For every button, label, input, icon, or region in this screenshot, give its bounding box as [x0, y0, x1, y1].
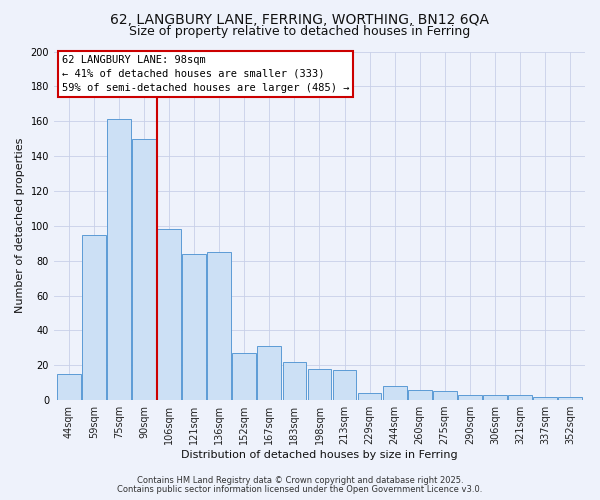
Bar	[483, 395, 507, 400]
Bar	[57, 374, 81, 400]
Bar	[283, 362, 307, 400]
Bar	[182, 254, 206, 400]
Y-axis label: Number of detached properties: Number of detached properties	[15, 138, 25, 314]
Bar	[408, 390, 431, 400]
X-axis label: Distribution of detached houses by size in Ferring: Distribution of detached houses by size …	[181, 450, 458, 460]
Bar	[132, 138, 156, 400]
Bar	[458, 395, 482, 400]
Bar	[558, 396, 582, 400]
Text: Size of property relative to detached houses in Ferring: Size of property relative to detached ho…	[130, 25, 470, 38]
Bar	[332, 370, 356, 400]
Bar	[308, 368, 331, 400]
Bar	[257, 346, 281, 400]
Bar	[107, 120, 131, 400]
Bar	[232, 353, 256, 400]
Bar	[433, 392, 457, 400]
Bar	[358, 393, 382, 400]
Bar	[157, 230, 181, 400]
Bar	[533, 396, 557, 400]
Bar	[82, 234, 106, 400]
Text: 62 LANGBURY LANE: 98sqm
← 41% of detached houses are smaller (333)
59% of semi-d: 62 LANGBURY LANE: 98sqm ← 41% of detache…	[62, 55, 349, 93]
Text: Contains HM Land Registry data © Crown copyright and database right 2025.: Contains HM Land Registry data © Crown c…	[137, 476, 463, 485]
Bar	[208, 252, 231, 400]
Bar	[508, 395, 532, 400]
Text: Contains public sector information licensed under the Open Government Licence v3: Contains public sector information licen…	[118, 485, 482, 494]
Text: 62, LANGBURY LANE, FERRING, WORTHING, BN12 6QA: 62, LANGBURY LANE, FERRING, WORTHING, BN…	[110, 12, 490, 26]
Bar	[383, 386, 407, 400]
